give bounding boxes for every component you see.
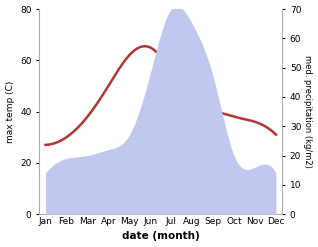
Y-axis label: max temp (C): max temp (C) (5, 80, 15, 143)
X-axis label: date (month): date (month) (122, 231, 200, 242)
Y-axis label: med. precipitation (kg/m2): med. precipitation (kg/m2) (303, 55, 313, 168)
